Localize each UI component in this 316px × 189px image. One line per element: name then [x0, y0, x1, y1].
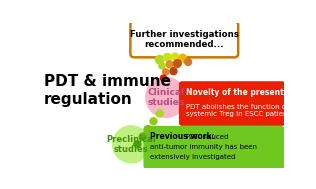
FancyBboxPatch shape	[179, 81, 285, 126]
Text: Previous work:: Previous work:	[150, 132, 218, 141]
Circle shape	[170, 68, 177, 75]
Circle shape	[163, 69, 169, 75]
Text: PDT abolishes the function of
systemic Treg in ESCC patients: PDT abolishes the function of systemic T…	[186, 104, 294, 117]
Text: Novelty of the present work:: Novelty of the present work:	[186, 88, 311, 97]
FancyBboxPatch shape	[143, 126, 284, 169]
Circle shape	[134, 141, 141, 148]
Circle shape	[163, 53, 171, 61]
Text: PDT-induced: PDT-induced	[185, 134, 228, 140]
Text: extensively investigated: extensively investigated	[150, 154, 236, 160]
Circle shape	[145, 125, 152, 132]
Text: Clinical
studies: Clinical studies	[147, 88, 185, 107]
Circle shape	[155, 55, 164, 64]
Circle shape	[150, 118, 157, 125]
FancyBboxPatch shape	[131, 21, 238, 57]
Circle shape	[172, 53, 179, 60]
Circle shape	[166, 61, 173, 68]
Circle shape	[161, 75, 167, 81]
Text: PDT & immune
regulation: PDT & immune regulation	[44, 74, 171, 107]
Text: Preclinical
studies: Preclinical studies	[106, 135, 156, 154]
Circle shape	[179, 54, 186, 62]
Circle shape	[173, 60, 181, 67]
Circle shape	[113, 126, 150, 163]
Circle shape	[139, 133, 146, 140]
Circle shape	[159, 63, 165, 69]
Circle shape	[185, 58, 191, 65]
Text: anti-tumor immunity has been: anti-tumor immunity has been	[150, 144, 258, 150]
Circle shape	[156, 110, 163, 117]
Text: Further investigations
recommended...: Further investigations recommended...	[130, 29, 239, 49]
Circle shape	[146, 77, 186, 117]
